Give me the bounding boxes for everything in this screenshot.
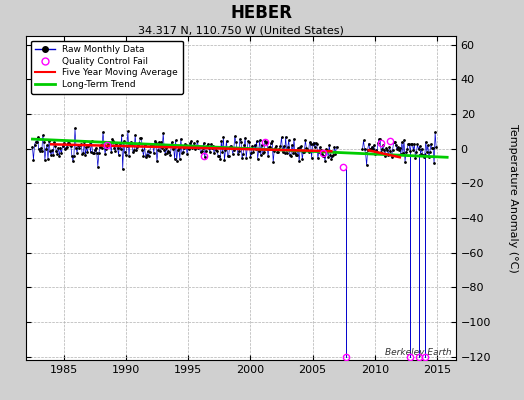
Legend: Raw Monthly Data, Quality Control Fail, Five Year Moving Average, Long-Term Tren: Raw Monthly Data, Quality Control Fail, … <box>31 40 182 94</box>
Text: Berkeley Earth: Berkeley Earth <box>385 348 452 357</box>
Title: 34.317 N, 110.750 W (United States): 34.317 N, 110.750 W (United States) <box>138 25 344 35</box>
Y-axis label: Temperature Anomaly (°C): Temperature Anomaly (°C) <box>508 124 518 272</box>
Text: HEBER: HEBER <box>231 4 293 22</box>
